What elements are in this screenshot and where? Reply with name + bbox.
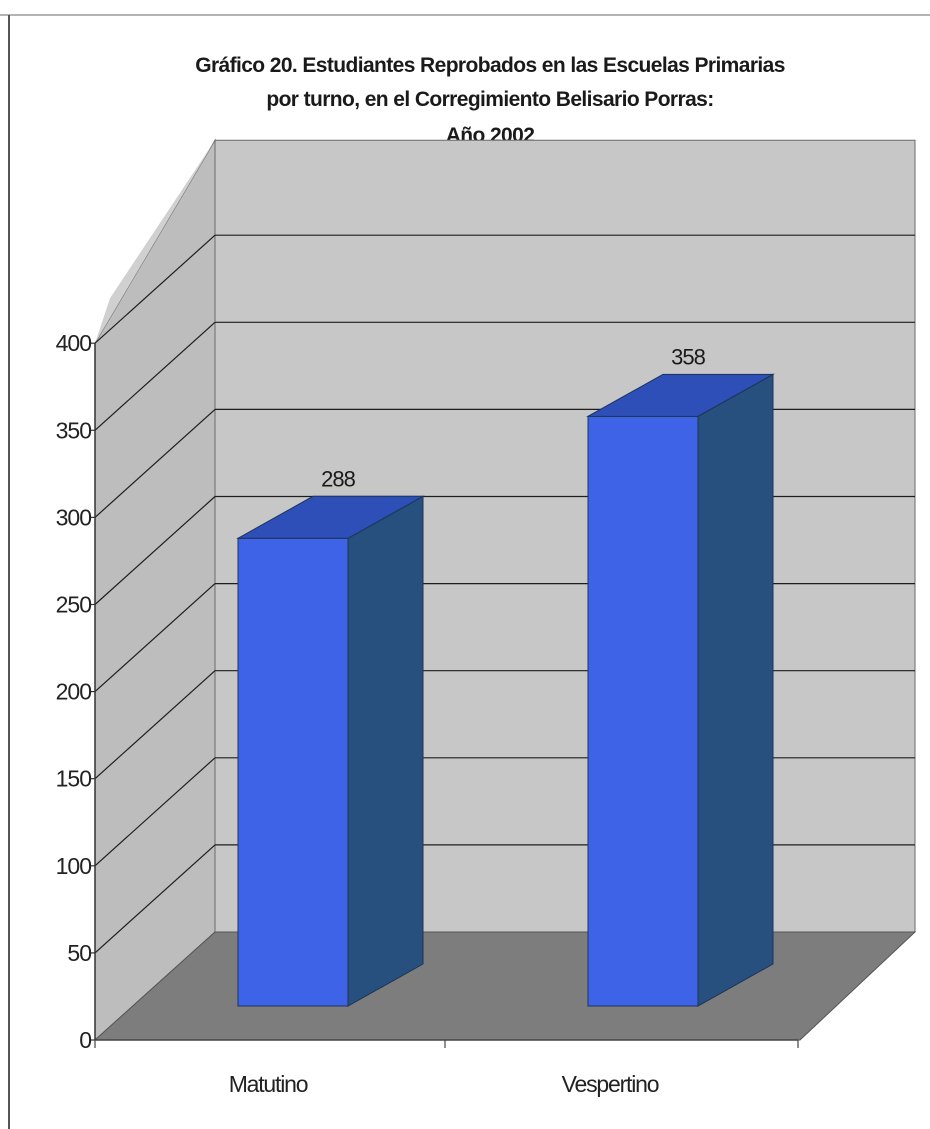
category-label: Matutino xyxy=(229,1071,308,1097)
data-label: 358 xyxy=(671,344,705,369)
bar xyxy=(587,415,699,1007)
y-tick-label: 100 xyxy=(56,853,92,879)
y-tick-label: 400 xyxy=(56,330,92,356)
y-tick-label: 0 xyxy=(79,1027,91,1053)
chart-title-line-1: Gráfico 20. Estudiantes Reprobados en la… xyxy=(195,54,785,77)
y-tick-label: 150 xyxy=(56,766,92,792)
gridline-side xyxy=(94,321,216,431)
y-tick-label: 300 xyxy=(56,504,92,530)
floor xyxy=(93,931,917,1041)
y-tick-label: 50 xyxy=(67,940,91,966)
bar-top xyxy=(236,495,425,539)
bar-side xyxy=(697,373,774,1007)
gridline-side xyxy=(94,583,216,693)
bar-top xyxy=(586,373,775,417)
y-tick-label: 350 xyxy=(56,417,92,443)
left-wall xyxy=(94,138,216,1042)
wall-top-edge xyxy=(95,140,215,344)
category-label: Vespertino xyxy=(562,1071,659,1097)
gridline-side xyxy=(94,670,216,780)
bar xyxy=(237,537,349,1007)
gridline-side xyxy=(94,496,216,605)
y-tick-label: 250 xyxy=(56,592,92,618)
plot-area: 0 50 100 150 200 250 300 350 400 288 Matutino 358 Ve… xyxy=(56,138,917,1097)
y-tick-label: 200 xyxy=(56,679,92,705)
gridline-side xyxy=(94,408,216,518)
gridline-side xyxy=(94,844,216,954)
bar-side xyxy=(347,495,424,1007)
data-label: 288 xyxy=(321,466,355,491)
gridline-side xyxy=(94,757,216,867)
gridline-side xyxy=(94,234,216,344)
chart-title-line-2: por turno, en el Corregimiento Belisario… xyxy=(266,88,713,111)
